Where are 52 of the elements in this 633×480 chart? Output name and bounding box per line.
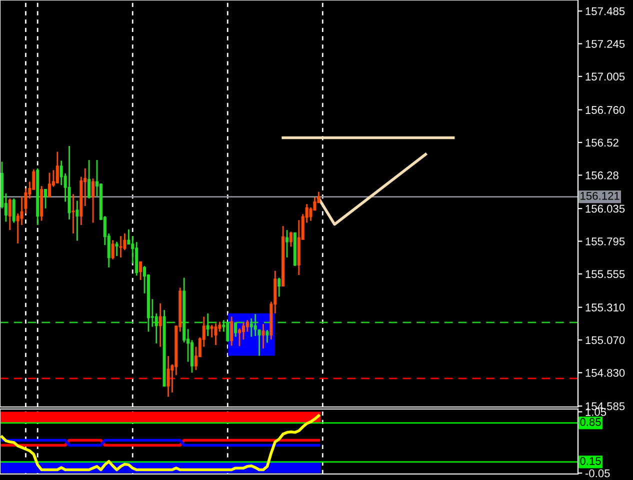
ref-line-label: 0.85: [580, 418, 601, 426]
candlestick: [234, 322, 238, 338]
y-tick-label: 157.245: [586, 40, 625, 48]
y-tick-label: 155.555: [586, 270, 625, 278]
candlestick: [206, 312, 210, 337]
candlestick: [210, 324, 214, 338]
y-tick-label: 155.070: [586, 336, 625, 344]
candlestick: [262, 323, 265, 350]
y-tick-label: -0.05: [585, 469, 610, 478]
y-tick-label: 156.52: [586, 138, 618, 147]
candlestick: [111, 239, 114, 260]
y-tick-label: 157.005: [586, 72, 625, 81]
candlestick: [214, 322, 218, 346]
candlestick: [246, 319, 249, 332]
candlestick: [119, 235, 122, 258]
candlestick: [127, 228, 130, 245]
candlestick: [254, 313, 257, 337]
candlestick: [230, 316, 234, 346]
candlestick: [286, 229, 289, 258]
line-series: [0, 414, 320, 472]
candlestick: [72, 193, 75, 234]
candlestick: [76, 200, 79, 242]
candlestick: [266, 329, 269, 344]
ref-line-label: 0.15: [580, 457, 601, 465]
y-tick-label: 154.830: [586, 368, 625, 377]
candlestick: [166, 355, 170, 398]
candlestick: [190, 339, 194, 374]
candlestick: [88, 159, 91, 200]
candlestick: [92, 178, 95, 224]
candlestick: [48, 172, 51, 198]
y-tick-label: 157.485: [586, 7, 625, 16]
candlestick: [238, 328, 242, 347]
candlestick: [139, 261, 142, 281]
candlestick: [250, 318, 253, 338]
y-tick-label: 155.795: [586, 238, 625, 246]
y-tick-label: 154.585: [586, 402, 625, 410]
candlestick: [289, 231, 292, 248]
y-tick-label: 155.310: [586, 304, 625, 312]
candlestick: [56, 151, 59, 184]
candlestick: [44, 188, 48, 210]
y-tick-label: 156.760: [586, 106, 625, 114]
candlestick: [158, 302, 162, 348]
candlestick: [12, 198, 16, 224]
ref-line-label: 156.121: [580, 192, 620, 200]
candlestick: [154, 312, 158, 344]
candlestick: [115, 241, 118, 257]
candlestick: [8, 198, 12, 231]
y-tick-label: 156.28: [586, 171, 618, 180]
candlestick: [242, 322, 245, 340]
candlestick: [258, 328, 261, 356]
y-tick-label: 156.035: [586, 204, 625, 213]
candlestick: [278, 277, 281, 298]
